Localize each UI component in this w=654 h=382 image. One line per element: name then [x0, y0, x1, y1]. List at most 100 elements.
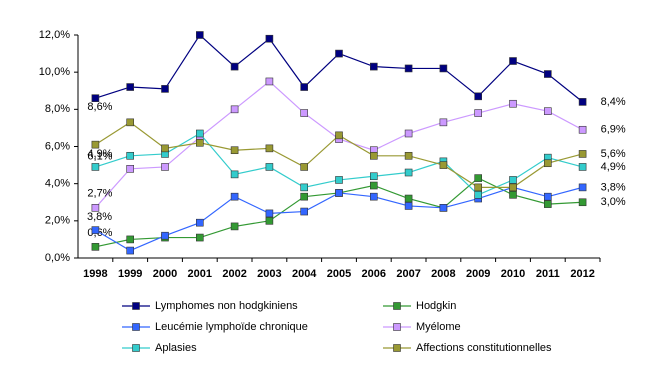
point-marker — [578, 198, 587, 207]
point-marker — [474, 174, 483, 182]
value-label: 6,1% — [87, 151, 112, 163]
point-marker — [404, 202, 413, 210]
point-marker — [543, 70, 552, 78]
point-marker — [369, 192, 378, 201]
y-tick-label: 6,0% — [45, 140, 70, 152]
point-marker — [543, 107, 552, 115]
point-marker — [335, 49, 343, 58]
value-label: 8,4% — [601, 96, 626, 108]
x-tick-label: 2000 — [153, 268, 177, 280]
point-marker — [126, 235, 134, 244]
point-marker — [404, 64, 413, 73]
point-marker — [509, 57, 517, 65]
point-marker — [369, 151, 378, 160]
point-marker — [369, 62, 378, 71]
point-marker — [509, 183, 517, 192]
legend-label: Lymphomes non hodgkiniens — [155, 300, 298, 312]
point-marker — [196, 138, 204, 147]
x-tick-label: 2011 — [536, 268, 560, 280]
point-marker — [474, 109, 483, 117]
x-tick-label: 2012 — [570, 268, 594, 280]
point-marker — [300, 192, 309, 201]
legend-marker — [132, 302, 140, 310]
point-marker — [230, 146, 239, 155]
x-tick-label: 2009 — [466, 268, 490, 280]
point-marker — [404, 151, 413, 160]
point-marker — [300, 83, 309, 91]
point-marker — [126, 151, 134, 160]
point-marker — [439, 64, 448, 73]
point-marker — [578, 183, 587, 192]
point-marker — [300, 163, 309, 171]
legend-marker — [393, 302, 401, 310]
point-marker — [300, 109, 309, 117]
point-marker — [439, 118, 448, 127]
point-marker — [91, 163, 100, 171]
x-tick-label: 2006 — [362, 268, 386, 280]
point-marker — [509, 176, 517, 184]
x-tick-label: 2003 — [257, 268, 281, 280]
value-label: 2,7% — [87, 188, 112, 200]
point-marker — [369, 181, 378, 190]
x-tick-label: 1999 — [118, 268, 142, 280]
point-marker — [161, 85, 169, 93]
point-marker — [196, 31, 204, 39]
point-marker — [474, 191, 483, 199]
value-label: 5,6% — [601, 148, 626, 160]
point-marker — [161, 144, 169, 153]
point-marker — [543, 159, 552, 168]
x-tick-label: 2002 — [222, 268, 246, 280]
point-marker — [474, 183, 483, 192]
point-marker — [91, 243, 100, 251]
point-marker — [543, 200, 552, 208]
point-marker — [578, 163, 587, 171]
point-marker — [439, 204, 448, 212]
legend-marker — [393, 344, 401, 352]
point-marker — [230, 222, 239, 231]
point-marker — [265, 34, 274, 43]
point-marker — [126, 246, 134, 255]
annotation: 3,8% — [87, 211, 112, 223]
point-marker — [196, 129, 204, 138]
point-marker — [230, 105, 239, 114]
point-marker — [126, 118, 134, 127]
y-tick-label: 8,0% — [45, 103, 70, 115]
legend-marker — [393, 323, 401, 331]
value-label: 4,9% — [601, 161, 626, 173]
x-tick-label: 2004 — [292, 268, 317, 280]
legend-marker — [132, 344, 140, 352]
point-marker — [196, 218, 204, 227]
x-tick-label: 2007 — [396, 268, 420, 280]
point-marker — [91, 204, 100, 212]
y-tick-label: 2,0% — [45, 215, 70, 227]
point-marker — [265, 144, 274, 153]
point-marker — [265, 163, 274, 171]
value-label: 4,9% — [87, 148, 112, 160]
point-marker — [335, 189, 343, 197]
point-marker — [543, 192, 552, 201]
point-marker — [474, 92, 483, 101]
point-marker — [335, 131, 343, 140]
point-marker — [91, 94, 100, 102]
legend-label: Leucémie lymphoïde chronique — [155, 321, 308, 333]
value-label: 3,0% — [601, 196, 626, 208]
point-marker — [335, 176, 343, 184]
x-tick-label: 1998 — [83, 268, 107, 280]
y-tick-label: 12,0% — [39, 29, 70, 41]
point-marker — [161, 163, 169, 171]
point-marker — [509, 99, 517, 108]
point-marker — [578, 150, 587, 158]
point-marker — [230, 62, 239, 71]
point-marker — [161, 231, 169, 240]
legend-label: Hodgkin — [416, 300, 456, 312]
y-tick-label: 10,0% — [39, 66, 70, 78]
value-label: 6,9% — [601, 124, 626, 136]
legend-label: Myélome — [416, 321, 461, 333]
point-marker — [578, 98, 587, 106]
value-label: 8,6% — [87, 101, 112, 113]
value-label: 3,8% — [601, 181, 626, 193]
point-marker — [404, 129, 413, 138]
x-tick-label: 2010 — [501, 268, 525, 280]
point-marker — [230, 192, 239, 201]
